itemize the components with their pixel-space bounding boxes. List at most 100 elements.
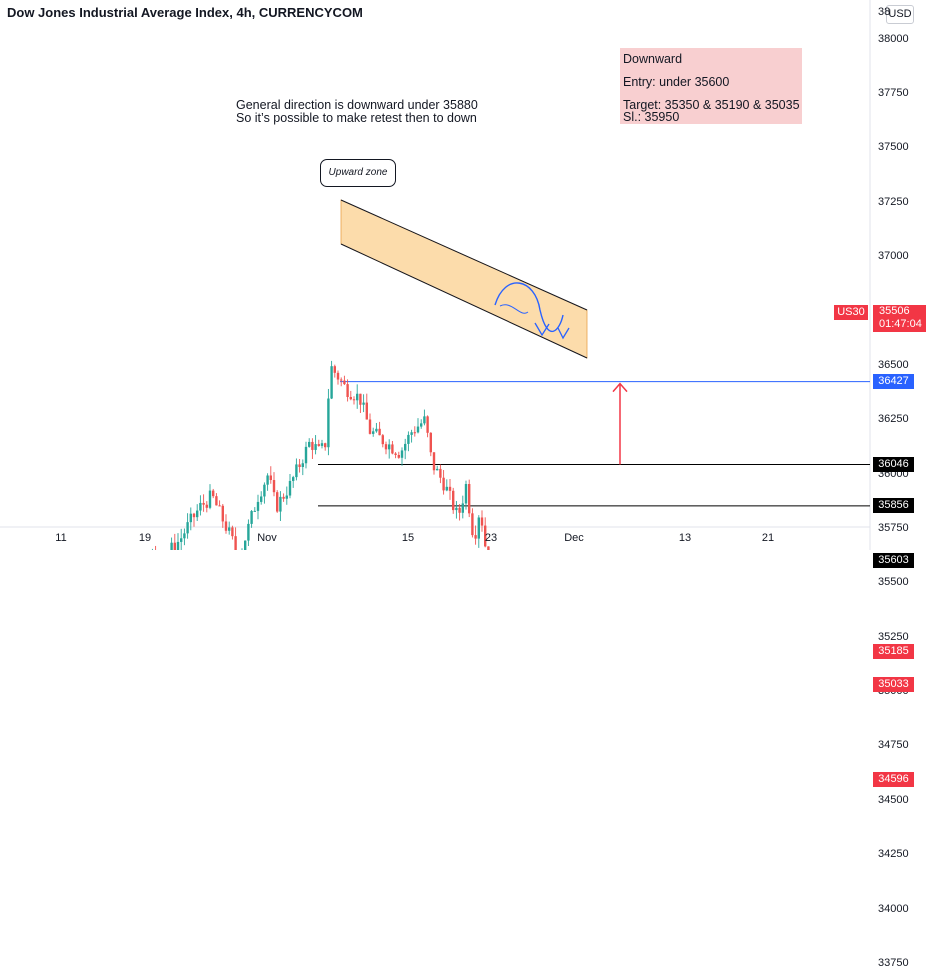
- candle-body: [461, 503, 464, 513]
- candle-body: [311, 441, 314, 450]
- x-tick-label: 15: [401, 532, 415, 544]
- level-label: 36427: [873, 374, 914, 390]
- box-line-4: Sl.: 35950: [623, 110, 680, 124]
- candle-body: [330, 366, 333, 399]
- candle-body: [269, 475, 272, 481]
- note-line-2: So it’s possible to make retest then to …: [236, 111, 477, 125]
- current-price-label: 35506 01:47:04: [873, 305, 926, 332]
- candle-body: [407, 434, 410, 444]
- candle-body: [432, 452, 436, 471]
- y-tick-label: 34750: [878, 739, 909, 752]
- candle-body: [266, 475, 269, 485]
- candle-body: [292, 477, 295, 481]
- candle-body: [196, 510, 199, 518]
- candle-body: [260, 496, 263, 502]
- y-tick-label: 34000: [878, 902, 909, 915]
- candle-body: [234, 536, 237, 550]
- candle-body: [301, 463, 304, 467]
- candle-body: [320, 443, 324, 446]
- x-tick-label: Nov: [257, 532, 277, 544]
- candle-body: [202, 502, 205, 505]
- y-tick-label: 37500: [878, 141, 909, 154]
- candle-body: [340, 379, 343, 381]
- candle-body: [205, 504, 208, 508]
- candle-body: [189, 513, 192, 523]
- candle-body: [477, 517, 480, 539]
- candle-body: [324, 443, 327, 448]
- downward-channel: [340, 199, 588, 359]
- candle-body: [295, 464, 298, 478]
- level-label: 35856: [873, 498, 914, 514]
- range-arrow-head-up: [612, 382, 628, 393]
- x-tick-label: Dec: [564, 532, 584, 544]
- candle-body: [359, 393, 362, 405]
- box-line-3: Target: 35350 & 35190 & 35035: [623, 98, 800, 112]
- candle-body: [180, 538, 183, 542]
- candle-body: [442, 477, 445, 491]
- candle-body: [468, 484, 471, 514]
- candle-body: [170, 542, 173, 550]
- candle-body: [455, 507, 458, 511]
- candle-body: [365, 402, 368, 420]
- y-tick-label: 34500: [878, 793, 909, 806]
- candle-body: [176, 541, 180, 550]
- candle-body: [458, 507, 461, 513]
- candle-body: [404, 443, 407, 451]
- candle-body: [381, 435, 384, 445]
- candle-body: [413, 432, 416, 434]
- level-label: 35185: [873, 644, 914, 660]
- candle-body: [372, 431, 375, 434]
- level-label: 35603: [873, 553, 914, 569]
- candle-body: [244, 540, 247, 550]
- candle-body: [484, 525, 487, 547]
- candle-body: [346, 384, 349, 397]
- candle-body: [394, 453, 397, 455]
- candle-body: [439, 468, 442, 478]
- horizontal-levels: [318, 381, 870, 507]
- currency-button[interactable]: USD: [886, 5, 914, 24]
- candle-body: [224, 521, 228, 531]
- candle-body: [423, 416, 426, 424]
- candle-body: [471, 513, 474, 536]
- projection-path-2: [499, 304, 529, 314]
- direction-note: General direction is downward under 3588…: [236, 99, 478, 125]
- candle-body: [436, 468, 439, 471]
- candle-body: [487, 546, 490, 550]
- y-tick-label: 35750: [878, 521, 909, 534]
- candle-body: [317, 444, 320, 446]
- symbol-tag: US30: [834, 305, 868, 320]
- candle-body: [474, 535, 477, 539]
- candle-body: [192, 513, 196, 518]
- y-tick-label: 35500: [878, 576, 909, 589]
- x-tick-label: 23: [484, 532, 498, 544]
- chart-title: Dow Jones Industrial Average Index, 4h, …: [7, 5, 363, 20]
- candle-body: [199, 502, 202, 511]
- candle-body: [391, 444, 394, 454]
- y-tick-label: 37750: [878, 86, 909, 99]
- y-tick-label: 37250: [878, 195, 909, 208]
- candle-body: [327, 398, 330, 448]
- x-tick-label: 11: [55, 532, 67, 544]
- y-tick-partial: 38: [878, 6, 891, 18]
- box-line-2: Entry: under 35600: [623, 75, 730, 89]
- note-line-1: General direction is downward under 3588…: [236, 98, 478, 112]
- x-tick-label: 13: [678, 532, 692, 544]
- candle-body: [282, 496, 285, 499]
- projection-arrowhead-2: [557, 327, 570, 340]
- trade-info-box: Downward Entry: under 35600 Target: 3535…: [620, 48, 802, 124]
- candle-body: [400, 450, 404, 458]
- candle-body: [263, 484, 266, 497]
- level-label: 34596: [873, 772, 914, 788]
- candle-body: [208, 490, 212, 508]
- level-label: 36046: [873, 456, 914, 472]
- candle-body: [221, 505, 224, 522]
- upward-zone-callout: Upward zone: [320, 159, 396, 187]
- candle-body: [288, 480, 292, 496]
- y-tick-label: 35250: [878, 630, 909, 643]
- y-tick-label: 34250: [878, 848, 909, 861]
- candle-body: [480, 517, 484, 526]
- candle-body: [445, 486, 448, 491]
- candle-body: [420, 423, 423, 427]
- candle-body: [183, 533, 186, 539]
- candle-body: [186, 522, 189, 534]
